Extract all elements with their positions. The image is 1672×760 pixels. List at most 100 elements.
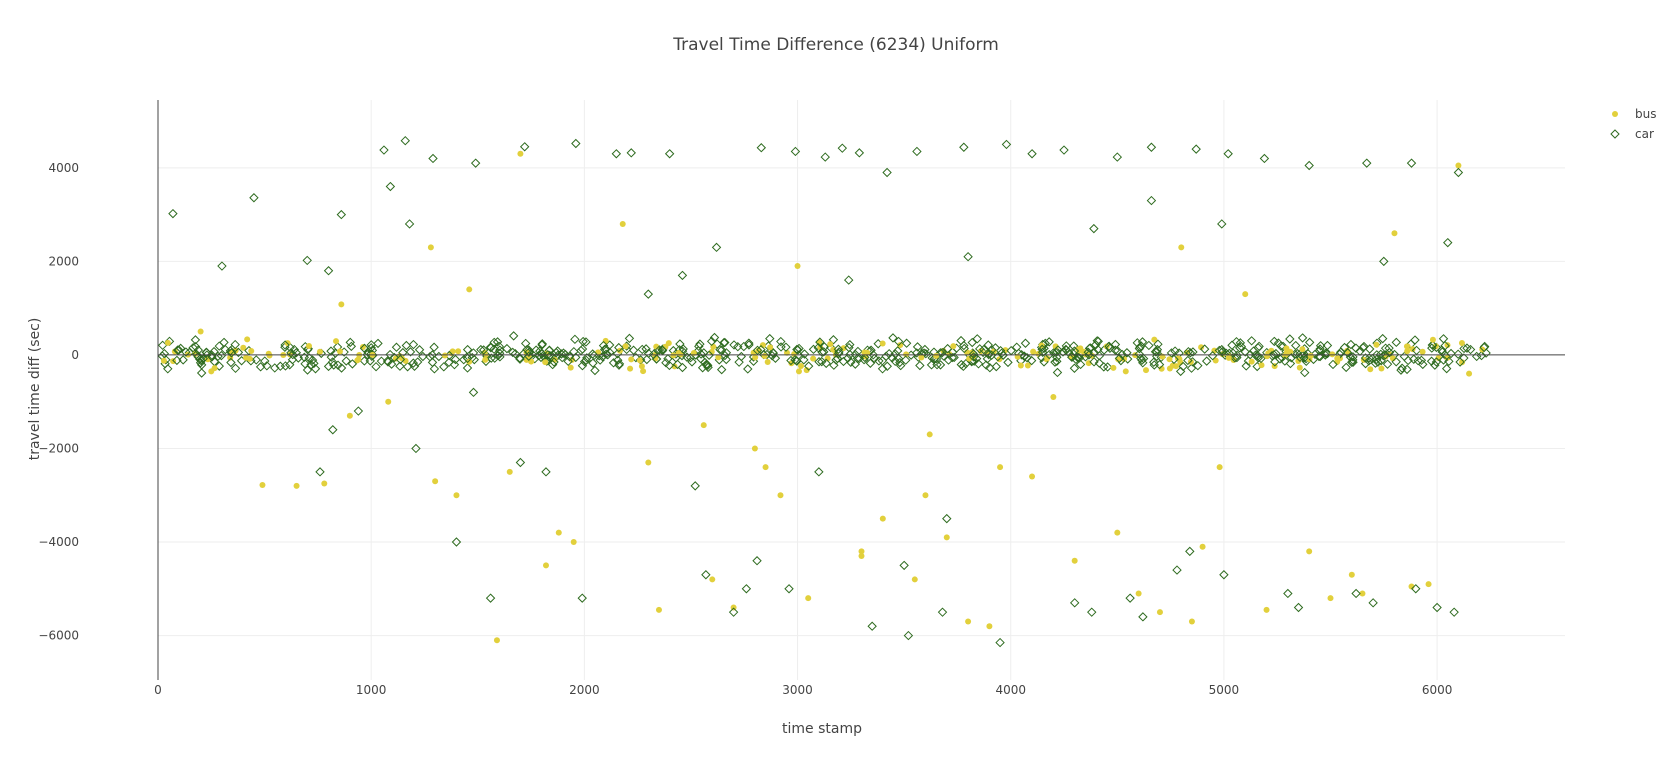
band-point-car [444, 357, 454, 368]
band-point-bus [1429, 336, 1436, 343]
band-point-car [389, 352, 399, 363]
band-point-car [1286, 353, 1297, 363]
band-point-car [935, 360, 946, 370]
band-point-car [255, 362, 266, 372]
band-point-car [590, 365, 600, 376]
band-point-car [958, 361, 969, 372]
band-point-car [1026, 355, 1037, 366]
band-point-bus [355, 356, 362, 363]
band-point-bus [810, 355, 817, 362]
band-point-bus [1044, 355, 1051, 362]
band-point-bus [1307, 352, 1314, 359]
band-point-car [1166, 348, 1177, 358]
band-point-bus [1444, 354, 1451, 361]
band-point-car [1343, 348, 1353, 358]
y-tick-label: −6000 [38, 629, 79, 643]
band-point-car [1376, 355, 1386, 366]
point-bus [794, 263, 801, 270]
point-car [1138, 612, 1148, 622]
band-point-car [1402, 364, 1412, 375]
band-point-bus [918, 354, 925, 361]
band-point-car [852, 353, 863, 364]
band-point-car [1269, 336, 1279, 347]
point-car [323, 266, 334, 276]
band-point-car [536, 352, 546, 363]
point-bus [1050, 394, 1057, 401]
band-point-car [942, 343, 953, 354]
band-point-car [307, 355, 318, 365]
band-point-bus [1143, 367, 1150, 374]
band-point-bus [636, 357, 643, 364]
band-point-bus [752, 354, 759, 361]
point-car [1001, 139, 1012, 150]
band-point-car [614, 360, 624, 370]
band-point-car [912, 342, 923, 352]
band-point-bus [1378, 365, 1385, 372]
band-point-car [251, 355, 261, 365]
point-car [854, 148, 865, 158]
band-point-car [385, 349, 395, 360]
band-point-bus [1419, 348, 1426, 355]
band-point-car [582, 353, 592, 363]
point-bus [777, 492, 784, 499]
band-point-car [1348, 357, 1358, 367]
band-point-car [1292, 348, 1303, 359]
band-point-car [1391, 337, 1402, 348]
band-point-bus [708, 348, 715, 355]
band-point-car [672, 359, 683, 370]
band-point-car [345, 337, 355, 348]
band-point-bus [1212, 357, 1219, 364]
band-point-car [520, 338, 531, 349]
band-point-car [492, 337, 503, 347]
point-car [1411, 584, 1421, 594]
band-point-car [1455, 357, 1465, 367]
band-point-bus [903, 351, 910, 358]
band-point-car [395, 361, 405, 371]
point-bus [259, 481, 266, 488]
band-point-car [462, 353, 473, 364]
band-point-car [1391, 357, 1401, 367]
point-car [451, 537, 462, 547]
band-point-car [563, 356, 573, 367]
band-point-car [874, 356, 884, 366]
band-point-car [1149, 357, 1159, 367]
band-point-car [1370, 358, 1381, 368]
y-axis-title: travel time diff (sec) [27, 318, 43, 461]
band-point-car [1444, 356, 1454, 367]
band-point-bus [466, 358, 473, 365]
band-point-car [821, 358, 831, 369]
band-point-car [1185, 348, 1196, 358]
band-point-car [1372, 354, 1382, 365]
point-car [912, 146, 922, 157]
y-tick-label: 2000 [48, 254, 79, 268]
point-bus [517, 150, 524, 157]
band-point-car [1003, 357, 1013, 368]
band-point-car [1135, 342, 1145, 352]
band-point-car [720, 350, 730, 361]
band-point-car [408, 358, 419, 368]
point-bus [805, 595, 812, 602]
point-car [385, 181, 396, 192]
point-bus [709, 576, 716, 583]
band-point-car [391, 342, 402, 352]
band-point-car [1300, 367, 1310, 378]
point-bus [321, 480, 328, 487]
band-point-car [744, 340, 754, 350]
legend-marker-car [1610, 129, 1620, 139]
band-point-car [1227, 340, 1237, 350]
band-point-car [1321, 348, 1331, 358]
band-point-car [815, 337, 825, 347]
band-point-car [280, 361, 291, 371]
band-point-car [1020, 338, 1031, 348]
band-point-bus [622, 343, 629, 350]
band-point-car [219, 337, 229, 348]
band-point-bus [1403, 343, 1410, 350]
band-point-car [346, 341, 357, 352]
band-point-bus [244, 336, 251, 343]
band-point-car [834, 348, 844, 359]
band-point-car [459, 355, 469, 365]
band-point-car [327, 357, 338, 367]
band-point-car [685, 353, 696, 363]
point-car [541, 467, 551, 477]
band-point-car [1217, 344, 1227, 355]
